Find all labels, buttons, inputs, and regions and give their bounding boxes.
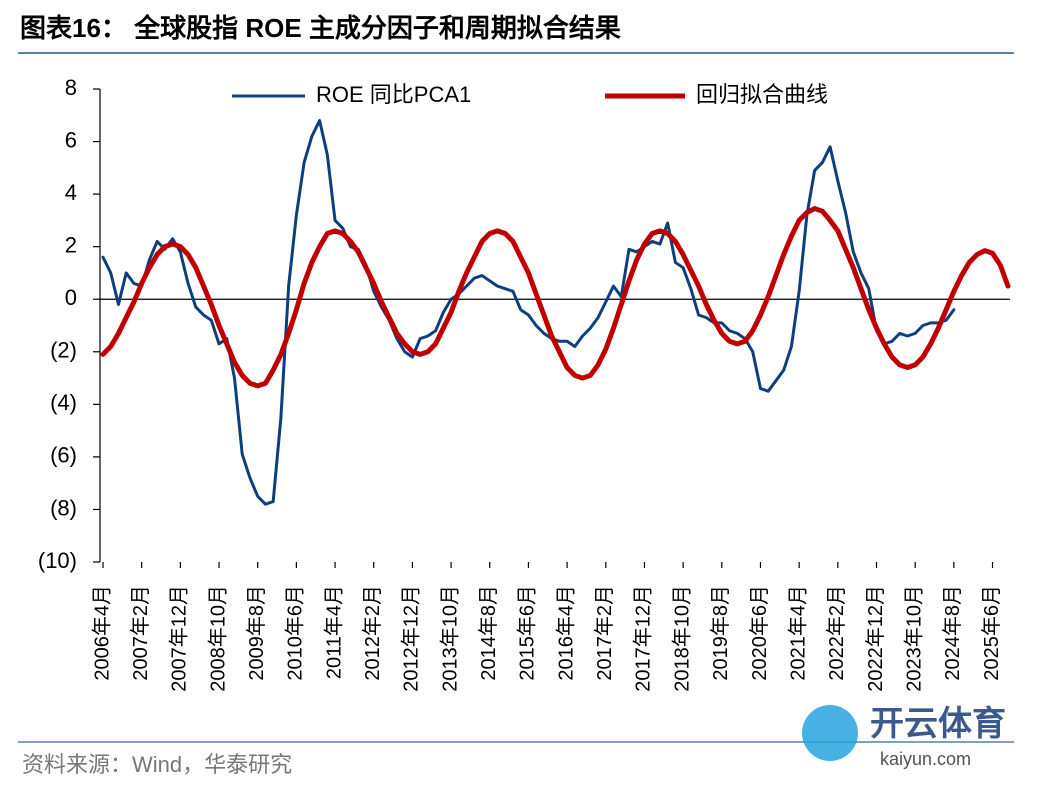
watermark-logo <box>802 705 858 761</box>
chart-title: 图表16： 全球股指 ROE 主成分因子和周期拟合结果 <box>20 13 621 43</box>
x-tick-label: 2020年6月 <box>748 585 771 681</box>
x-tick-label: 2023年10月 <box>902 585 925 692</box>
x-tick-label: 2022年12月 <box>864 585 887 692</box>
x-tick-label: 2017年2月 <box>593 585 616 681</box>
series-line <box>101 119 956 506</box>
y-tick-label: (6) <box>50 443 77 468</box>
x-tick-label: 2014年8月 <box>477 585 500 681</box>
y-tick-label: 4 <box>65 180 77 205</box>
source: 资料来源：Wind，华泰研究 <box>22 752 292 777</box>
x-tick-label: 2007年12月 <box>168 585 191 692</box>
x-tick-label: 2025年6月 <box>980 585 1003 681</box>
y-tick-label: 2 <box>65 232 77 257</box>
y-tick-label: 8 <box>65 75 77 100</box>
y-tick-label: (10) <box>38 548 77 573</box>
x-tick-label: 2019年8月 <box>709 585 732 681</box>
x-tick-label: 2006年4月 <box>90 585 113 681</box>
watermark: 开云体育 kaiyun.com <box>802 705 1006 769</box>
x-tick-label: 2016年4月 <box>554 585 577 681</box>
y-tick-label: (8) <box>50 495 77 520</box>
y-tick-label: 0 <box>65 285 77 310</box>
x-tick-label: 2012年2月 <box>361 585 384 681</box>
x-tick-label: 2021年4月 <box>786 585 809 681</box>
x-tick-label: 2008年10月 <box>206 585 229 692</box>
x-tick-label: 2024年8月 <box>941 585 964 681</box>
x-tick-label: 2012年12月 <box>400 585 423 692</box>
series-line <box>100 206 1011 389</box>
x-tick-label: 2009年8月 <box>245 585 268 681</box>
x-tick-label: 2011年4月 <box>322 585 345 679</box>
x-tick-label: 2017年12月 <box>632 585 655 692</box>
legend-label: 回归拟合曲线 <box>696 82 828 107</box>
x-tick-label: 2022年2月 <box>825 585 848 681</box>
x-tick-label: 2010年6月 <box>284 585 307 681</box>
watermark-site: kaiyun.com <box>880 749 971 769</box>
y-tick-label: 6 <box>65 127 77 152</box>
x-tick-label: 2013年10月 <box>438 585 461 692</box>
x-tick-label: 2018年10月 <box>670 585 693 692</box>
x-tick-label: 2015年6月 <box>516 585 539 681</box>
x-tick-label: 2007年2月 <box>129 585 152 681</box>
watermark-brand: 开云体育 <box>870 705 1006 743</box>
y-tick-label: (4) <box>50 390 77 415</box>
y-tick-label: (2) <box>50 338 77 363</box>
legend-label: ROE 同比PCA1 <box>316 82 471 107</box>
